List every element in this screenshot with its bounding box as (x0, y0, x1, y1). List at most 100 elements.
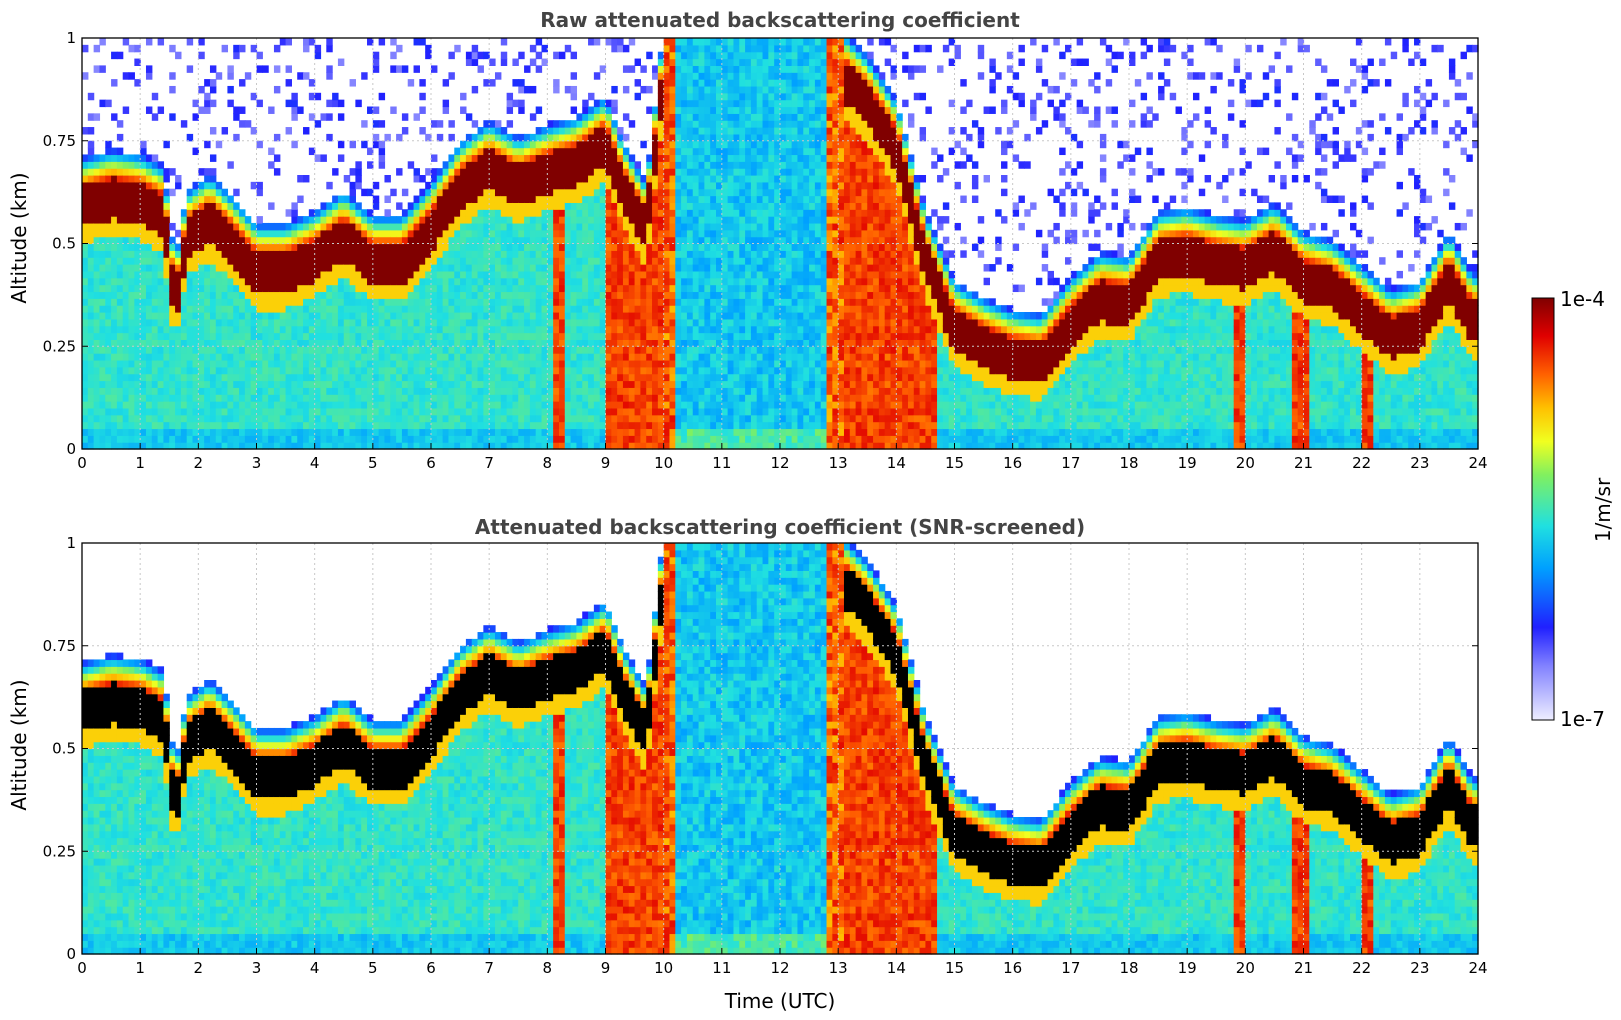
heatmap-cell (582, 188, 589, 197)
heatmap-cell (599, 257, 607, 265)
heatmap-cell (419, 407, 426, 416)
heatmap-cell (506, 243, 514, 251)
heatmap-cell (657, 318, 665, 327)
heatmap-cell (134, 277, 141, 286)
heatmap-cell (209, 236, 217, 245)
heatmap-cell (605, 99, 612, 108)
heatmap-cell (349, 346, 356, 354)
heatmap-cell (599, 394, 607, 402)
heatmap-cell (128, 318, 135, 327)
heatmap-cell (646, 270, 653, 279)
heatmap-cell (599, 312, 607, 320)
heatmap-cell (646, 318, 653, 327)
heatmap-cell (291, 339, 298, 347)
heatmap-cell (524, 373, 531, 382)
heatmap-cell (367, 277, 374, 286)
heatmap-cell (477, 339, 484, 347)
heatmap-cell (401, 243, 409, 251)
heatmap-cell (652, 442, 659, 450)
heatmap-cell (524, 346, 531, 354)
heatmap-cell (279, 291, 287, 299)
heatmap-cell (634, 79, 641, 87)
heatmap-cell (401, 407, 409, 416)
heatmap-cell (477, 312, 484, 320)
heatmap-cell (588, 442, 595, 450)
heatmap-cell (617, 332, 624, 340)
heatmap-cell (704, 120, 711, 128)
heatmap-cell (215, 380, 223, 388)
heatmap-cell (145, 222, 153, 231)
heatmap-cell (710, 264, 717, 272)
heatmap-cell (221, 401, 229, 409)
heatmap-cell (588, 312, 595, 320)
heatmap-cell (401, 291, 409, 299)
heatmap-cell (314, 298, 322, 306)
heatmap-cell (657, 380, 665, 388)
heatmap-cell (105, 305, 112, 313)
heatmap-cell (663, 229, 671, 238)
heatmap-cell (157, 428, 165, 436)
heatmap-cell (471, 270, 479, 279)
heatmap-cell (477, 133, 484, 142)
heatmap-cell (547, 353, 554, 361)
heatmap-cell (175, 366, 182, 375)
heatmap-cell (686, 257, 694, 265)
heatmap-cell (361, 305, 368, 313)
heatmap-cell (407, 380, 415, 388)
heatmap-cell (111, 298, 118, 306)
heatmap-cell (465, 195, 473, 203)
heatmap-cell (145, 305, 153, 313)
heatmap-cell (128, 366, 135, 375)
heatmap-cell (198, 394, 205, 402)
heatmap-cell (617, 181, 624, 190)
heatmap-cell (681, 127, 688, 135)
heatmap-cell (407, 414, 415, 423)
heatmap-cell (529, 435, 537, 443)
heatmap-cell (256, 65, 263, 73)
heatmap-cell (268, 394, 275, 402)
heatmap-cell (512, 154, 519, 162)
heatmap-cell (710, 277, 717, 286)
heatmap-cell (134, 202, 141, 210)
heatmap-cell (122, 414, 130, 423)
heatmap-cell (209, 394, 217, 402)
heatmap-cell (681, 85, 688, 94)
heatmap-cell (320, 414, 327, 423)
heatmap-cell (99, 291, 106, 299)
heatmap-cell (239, 359, 246, 368)
heatmap-cell (471, 339, 479, 347)
heatmap-cell (652, 270, 659, 279)
heatmap-cell (209, 380, 217, 388)
heatmap-cell (494, 188, 502, 197)
heatmap-cell (599, 264, 607, 272)
heatmap-cell (436, 366, 444, 375)
heatmap-cell (681, 195, 688, 203)
heatmap-cell (180, 346, 188, 354)
heatmap-cell (419, 222, 426, 231)
heatmap-cell (471, 216, 479, 224)
heatmap-cell (611, 401, 618, 409)
heatmap-cell (442, 339, 450, 347)
heatmap-cell (622, 291, 630, 299)
heatmap-cell (657, 140, 665, 149)
heatmap-cell (151, 401, 159, 409)
heatmap-cell (611, 298, 618, 306)
heatmap-cell (401, 188, 409, 197)
heatmap-cell (518, 291, 525, 299)
heatmap-cell (401, 257, 409, 265)
heatmap-cell (686, 161, 694, 169)
heatmap-cell (541, 394, 548, 402)
heatmap-cell (221, 373, 229, 382)
heatmap-cell (128, 209, 135, 217)
heatmap-cell (204, 92, 211, 101)
heatmap-cell (239, 332, 246, 340)
heatmap-cell (576, 264, 583, 272)
heatmap-cell (524, 332, 531, 340)
heatmap-cell (442, 332, 450, 340)
heatmap-cell (262, 421, 269, 430)
heatmap-cell (372, 291, 380, 299)
heatmap-cell (285, 257, 292, 265)
heatmap-cell (454, 154, 461, 162)
heatmap-cell (558, 270, 566, 279)
heatmap-cell (652, 380, 659, 388)
